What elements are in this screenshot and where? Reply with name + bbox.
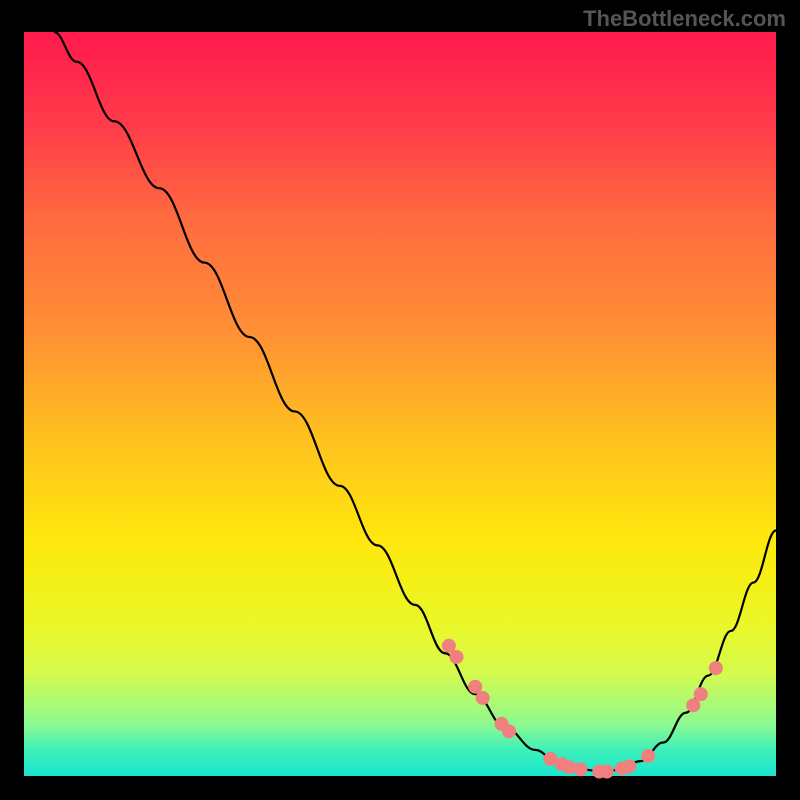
- watermark-text: TheBottleneck.com: [583, 6, 786, 32]
- curve-marker: [573, 762, 587, 776]
- chart-svg: [0, 0, 800, 800]
- curve-marker: [449, 650, 463, 664]
- curve-marker: [694, 687, 708, 701]
- curve-marker: [709, 661, 723, 675]
- curve-marker: [622, 759, 636, 773]
- outer-frame: TheBottleneck.com: [0, 0, 800, 800]
- plot-background: [24, 32, 776, 776]
- curve-marker: [600, 765, 614, 779]
- curve-marker: [641, 749, 655, 763]
- curve-marker: [476, 691, 490, 705]
- curve-marker: [502, 724, 516, 738]
